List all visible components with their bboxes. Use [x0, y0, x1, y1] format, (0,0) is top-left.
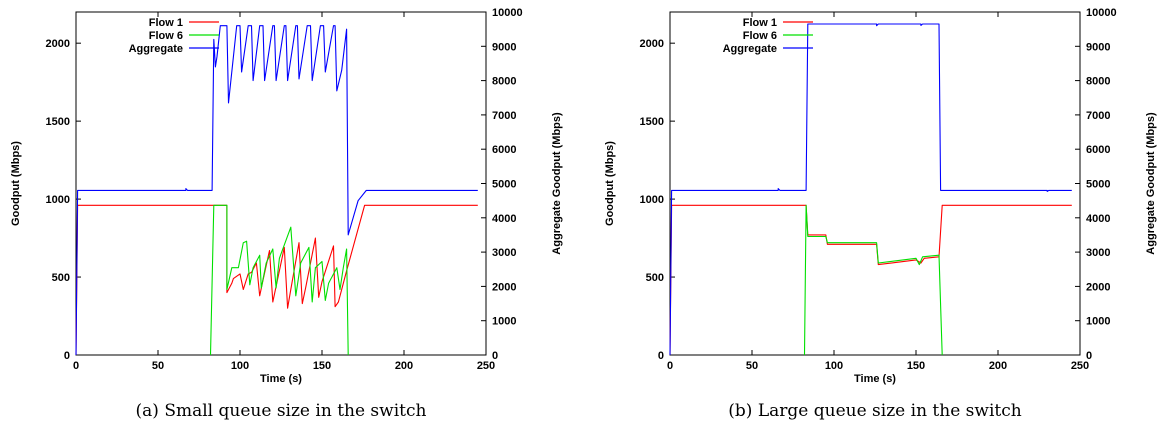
y2-tick-label: 5000 — [492, 179, 516, 191]
y2-tick-label: 0 — [492, 350, 498, 362]
y2-tick-label: 2000 — [1086, 281, 1110, 293]
legend-label: Flow 1 — [743, 17, 777, 29]
y2-tick-label: 7000 — [492, 110, 516, 122]
x-tick-label: 50 — [152, 360, 164, 372]
y-tick-label: 1000 — [46, 194, 70, 206]
x-tick-label: 50 — [746, 360, 758, 372]
legend-label: Flow 1 — [149, 17, 183, 29]
y-tick-label: 2000 — [640, 38, 664, 50]
x-tick-label: 100 — [231, 360, 249, 372]
y-tick-label: 1500 — [46, 116, 70, 128]
plot-frame — [75, 11, 487, 356]
plot-frame — [669, 11, 1081, 356]
legend-label: Flow 6 — [743, 30, 777, 42]
y2-tick-label: 8000 — [492, 76, 516, 88]
y2-tick-label: 3000 — [492, 247, 516, 259]
y2-tick-label: 9000 — [492, 41, 516, 53]
x-axis-label: Time (s) — [260, 373, 302, 385]
y-axis-label: Goodput (Mbps) — [10, 141, 22, 226]
x-tick-label: 150 — [313, 360, 331, 372]
x-tick-label: 200 — [989, 360, 1007, 372]
y2-tick-label: 10000 — [1086, 7, 1117, 19]
y2-tick-label: 1000 — [1086, 316, 1110, 328]
y2-tick-label: 6000 — [492, 144, 516, 156]
x-tick-label: 250 — [477, 360, 495, 372]
chart-panel-a: 0 50 100 150 200 2500500100015002000010002000… — [10, 7, 563, 421]
series-line-flow-1 — [75, 204, 478, 356]
y2-tick-label: 4000 — [492, 213, 516, 225]
chart-panel-b: 0 50 100 150 200 2500500100015002000010002000… — [604, 7, 1157, 421]
x-tick-label: 150 — [907, 360, 925, 372]
y2-tick-label: 6000 — [1086, 144, 1110, 156]
y2-tick-label: 5000 — [1086, 179, 1110, 191]
y-tick-label: 2000 — [46, 38, 70, 50]
y-tick-label: 500 — [52, 272, 70, 284]
y2-tick-label: 2000 — [492, 281, 516, 293]
x-tick-label: 200 — [395, 360, 413, 372]
series-line-aggregate — [75, 25, 478, 356]
y-axis-label: Goodput (Mbps) — [604, 141, 616, 226]
x-tick-label: 100 — [825, 360, 843, 372]
y-tick-label: 0 — [658, 350, 664, 362]
y2-tick-label: 1000 — [492, 316, 516, 328]
legend-label: Aggregate — [129, 43, 183, 55]
x-tick-label: 0 — [667, 360, 673, 372]
y2-tick-label: 4000 — [1086, 213, 1110, 225]
y-tick-label: 500 — [646, 272, 664, 284]
y2-tick-label: 10000 — [492, 7, 523, 19]
x-axis-label: Time (s) — [854, 373, 896, 385]
y2-axis-label: Aggregate Goodput (Mbps) — [1145, 112, 1157, 255]
series-line-flow-6 — [803, 204, 943, 356]
x-tick-label: 0 — [73, 360, 79, 372]
figure-caption: (a) Small queue size in the switch — [136, 401, 427, 421]
legend-label: Aggregate — [723, 43, 777, 55]
y-tick-label: 1500 — [640, 116, 664, 128]
y-tick-label: 0 — [64, 350, 70, 362]
y-tick-label: 1000 — [640, 194, 664, 206]
series-line-aggregate — [669, 23, 1072, 356]
y2-tick-label: 9000 — [1086, 41, 1110, 53]
series-line-flow-1 — [669, 204, 1072, 356]
figure-caption: (b) Large queue size in the switch — [728, 401, 1021, 421]
y2-tick-label: 0 — [1086, 350, 1092, 362]
y2-tick-label: 3000 — [1086, 247, 1110, 259]
y2-axis-label: Aggregate Goodput (Mbps) — [551, 112, 563, 255]
y2-tick-label: 8000 — [1086, 76, 1110, 88]
x-tick-label: 250 — [1071, 360, 1089, 372]
series-line-flow-6 — [209, 204, 349, 356]
legend-label: Flow 6 — [149, 30, 183, 42]
y2-tick-label: 7000 — [1086, 110, 1110, 122]
